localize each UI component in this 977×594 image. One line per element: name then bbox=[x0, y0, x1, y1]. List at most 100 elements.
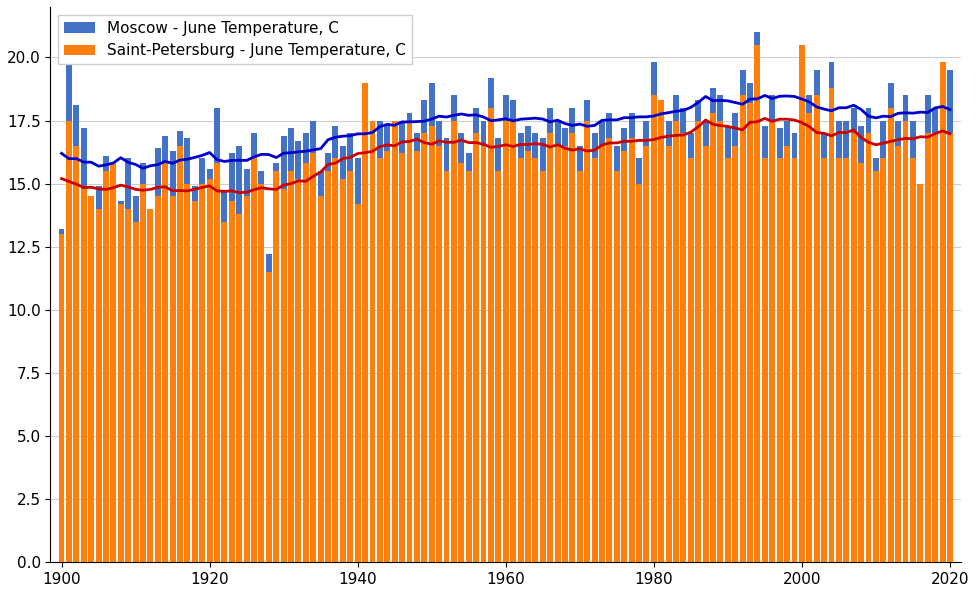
Bar bbox=[236, 214, 242, 563]
Bar bbox=[258, 184, 264, 563]
Bar bbox=[739, 95, 744, 563]
Bar bbox=[620, 151, 626, 563]
Bar bbox=[199, 184, 205, 563]
Bar bbox=[701, 121, 708, 563]
Bar bbox=[813, 95, 819, 563]
Bar bbox=[162, 163, 168, 563]
Bar bbox=[480, 121, 486, 563]
Bar bbox=[798, 58, 804, 563]
Bar bbox=[310, 153, 316, 563]
Bar bbox=[266, 254, 272, 563]
Bar bbox=[583, 100, 589, 563]
Bar bbox=[902, 95, 908, 563]
Bar bbox=[318, 196, 323, 563]
Bar bbox=[428, 125, 434, 563]
Bar bbox=[939, 62, 945, 563]
Bar bbox=[939, 70, 945, 563]
Bar bbox=[65, 62, 72, 563]
Bar bbox=[221, 191, 227, 563]
Bar bbox=[117, 201, 123, 563]
Bar bbox=[828, 62, 833, 563]
Bar bbox=[687, 159, 693, 563]
Bar bbox=[635, 159, 641, 563]
Bar bbox=[614, 146, 619, 563]
Bar bbox=[539, 138, 545, 563]
Bar bbox=[59, 229, 64, 563]
Bar bbox=[355, 204, 361, 563]
Bar bbox=[732, 113, 738, 563]
Bar bbox=[96, 209, 102, 563]
Bar bbox=[672, 95, 678, 563]
Bar bbox=[73, 105, 79, 563]
Bar bbox=[117, 204, 123, 563]
Bar bbox=[724, 125, 730, 563]
Bar bbox=[784, 121, 789, 563]
Bar bbox=[384, 125, 390, 563]
Bar bbox=[214, 163, 220, 563]
Bar bbox=[879, 121, 885, 563]
Bar bbox=[872, 159, 878, 563]
Bar bbox=[805, 113, 812, 563]
Bar bbox=[465, 153, 471, 563]
Bar bbox=[865, 133, 871, 563]
Bar bbox=[436, 146, 442, 563]
Bar bbox=[295, 179, 301, 563]
Bar bbox=[324, 171, 330, 563]
Bar bbox=[650, 95, 657, 563]
Bar bbox=[909, 159, 914, 563]
Bar bbox=[495, 138, 501, 563]
Bar bbox=[148, 209, 153, 563]
Bar bbox=[517, 133, 523, 563]
Bar bbox=[399, 153, 404, 563]
Bar bbox=[376, 121, 382, 563]
Bar bbox=[665, 146, 671, 563]
Bar bbox=[185, 138, 191, 563]
Bar bbox=[591, 159, 597, 563]
Bar bbox=[125, 159, 131, 563]
Bar bbox=[872, 171, 878, 563]
Bar bbox=[361, 113, 367, 563]
Bar bbox=[598, 121, 605, 563]
Bar bbox=[554, 146, 560, 563]
Bar bbox=[88, 196, 94, 563]
Bar bbox=[465, 171, 471, 563]
Bar bbox=[258, 171, 264, 563]
Bar bbox=[280, 189, 286, 563]
Bar bbox=[658, 100, 663, 563]
Bar bbox=[753, 45, 760, 563]
Bar bbox=[110, 163, 116, 563]
Bar bbox=[628, 113, 634, 563]
Bar bbox=[191, 186, 197, 563]
Bar bbox=[665, 121, 671, 563]
Bar bbox=[946, 133, 952, 563]
Bar bbox=[376, 159, 382, 563]
Bar bbox=[369, 153, 375, 563]
Bar bbox=[221, 222, 227, 563]
Bar bbox=[450, 121, 456, 563]
Bar bbox=[531, 133, 537, 563]
Bar bbox=[562, 146, 568, 563]
Bar bbox=[850, 133, 856, 563]
Bar bbox=[924, 95, 930, 563]
Bar bbox=[96, 186, 102, 563]
Bar bbox=[769, 121, 775, 563]
Bar bbox=[620, 128, 626, 563]
Bar bbox=[680, 108, 686, 563]
Bar bbox=[569, 108, 574, 563]
Bar bbox=[236, 146, 242, 563]
Bar bbox=[444, 171, 449, 563]
Bar bbox=[784, 146, 789, 563]
Bar bbox=[324, 153, 330, 563]
Bar bbox=[643, 146, 649, 563]
Bar bbox=[510, 100, 516, 563]
Bar bbox=[133, 222, 139, 563]
Bar bbox=[717, 121, 723, 563]
Bar bbox=[821, 159, 827, 563]
Bar bbox=[502, 121, 508, 563]
Bar bbox=[103, 156, 108, 563]
Bar bbox=[495, 171, 501, 563]
Bar bbox=[709, 113, 715, 563]
Bar bbox=[539, 171, 545, 563]
Bar bbox=[614, 171, 619, 563]
Bar bbox=[887, 108, 893, 563]
